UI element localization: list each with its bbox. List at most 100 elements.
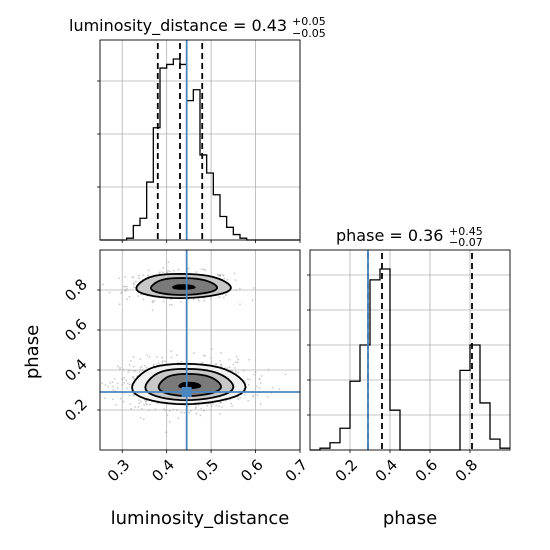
scatter-point <box>156 356 158 358</box>
scatter-point <box>114 378 116 380</box>
scatter-point <box>278 388 281 390</box>
phase-y-tick-label: 0.2 <box>61 395 91 425</box>
scatter-point <box>198 299 200 302</box>
scatter-point <box>199 414 202 417</box>
scatter-point <box>140 400 142 403</box>
scatter-point <box>211 405 213 407</box>
scatter-point <box>123 381 125 384</box>
joint-density-frame <box>99 249 301 451</box>
scatter-point <box>128 394 131 397</box>
scatter-point <box>126 285 128 288</box>
scatter-point <box>125 379 128 382</box>
scatter-point <box>161 360 164 362</box>
phase-title: phase = 0.36 <box>336 226 443 245</box>
scatter-point <box>112 385 114 388</box>
scatter-point <box>200 268 203 271</box>
scatter-point <box>239 397 242 399</box>
scatter-point <box>256 394 259 397</box>
joint-density-marks <box>97 250 301 453</box>
scatter-point <box>260 375 263 377</box>
scatter-point <box>235 289 238 291</box>
scatter-point <box>170 350 173 353</box>
scatter-point <box>226 367 229 369</box>
scatter-point <box>180 411 183 414</box>
scatter-point <box>166 271 169 274</box>
scatter-point <box>137 399 140 401</box>
scatter-point <box>193 298 195 301</box>
scatter-point <box>126 387 128 390</box>
scatter-point <box>167 269 170 272</box>
scatter-point <box>203 409 205 412</box>
phase-y-tick-label: 0.6 <box>61 315 91 345</box>
scatter-point <box>161 361 164 364</box>
scatter-point <box>140 293 142 296</box>
phase-x-tick-label: 0.2 <box>332 456 362 486</box>
scatter-point <box>251 299 254 302</box>
scatter-point <box>133 370 135 372</box>
scatter-point <box>116 382 119 385</box>
scatter-point <box>132 393 135 396</box>
scatter-point <box>138 277 140 280</box>
scatter-point <box>130 360 132 362</box>
scatter-point <box>223 277 226 280</box>
scatter-point <box>176 354 178 357</box>
scatter-point <box>166 414 169 417</box>
scatter-point <box>167 261 170 264</box>
scatter-point <box>169 270 172 273</box>
scatter-point <box>211 348 213 350</box>
scatter-point <box>142 274 145 277</box>
scatter-point <box>234 361 237 364</box>
scatter-point <box>234 367 236 369</box>
scatter-point <box>187 405 190 408</box>
scatter-point <box>237 358 239 361</box>
scatter-point <box>124 276 126 278</box>
scatter-point <box>271 386 274 389</box>
scatter-point <box>124 290 127 292</box>
phase-upper-error: +0.45 <box>449 225 483 238</box>
scatter-point <box>195 271 198 273</box>
scatter-point <box>124 285 127 288</box>
scatter-point <box>122 400 125 403</box>
scatter-point <box>242 369 245 372</box>
scatter-point <box>127 371 130 373</box>
luminosity-distance-x-tick-label: 0.4 <box>148 456 178 486</box>
scatter-point <box>119 368 121 370</box>
scatter-point <box>128 295 131 298</box>
scatter-point <box>112 389 115 391</box>
scatter-point <box>128 383 131 386</box>
scatter-point <box>168 420 171 423</box>
scatter-point <box>204 355 206 357</box>
luminosity-distance-x-tick-label: 0.6 <box>237 456 267 486</box>
scatter-point <box>218 296 221 298</box>
scatter-point <box>233 272 236 275</box>
scatter-point <box>125 287 128 290</box>
scatter-point <box>195 412 198 415</box>
luminosity-distance-x-axis-label: luminosity_distance <box>111 508 290 529</box>
joint-density-panel: 0.3 0.4 0.5 0.6 0.7 0.2 0.4 0.6 0.8 luminosity_… <box>22 249 311 529</box>
scatter-point <box>259 403 262 406</box>
scatter-point <box>170 356 173 359</box>
phase-x-tick-label: 0.8 <box>452 456 482 486</box>
phase-y-tick-label: 0.8 <box>61 275 91 305</box>
scatter-point <box>239 303 241 306</box>
scatter-point <box>112 398 114 401</box>
scatter-point <box>145 402 147 405</box>
scatter-point <box>132 376 135 378</box>
scatter-point <box>231 405 233 407</box>
scatter-point <box>165 431 168 434</box>
luminosity-distance-histogram-marks <box>97 40 301 243</box>
scatter-point <box>254 371 257 373</box>
scatter-point <box>267 395 269 398</box>
scatter-point <box>243 380 246 382</box>
scatter-point <box>203 300 206 302</box>
scatter-point <box>157 362 160 364</box>
scatter-point <box>142 298 145 300</box>
scatter-point <box>104 397 106 400</box>
scatter-point <box>221 406 223 408</box>
scatter-point <box>121 383 124 386</box>
scatter-point <box>111 381 114 384</box>
scatter-point <box>147 274 149 276</box>
scatter-point <box>128 364 131 366</box>
scatter-point <box>215 404 218 407</box>
